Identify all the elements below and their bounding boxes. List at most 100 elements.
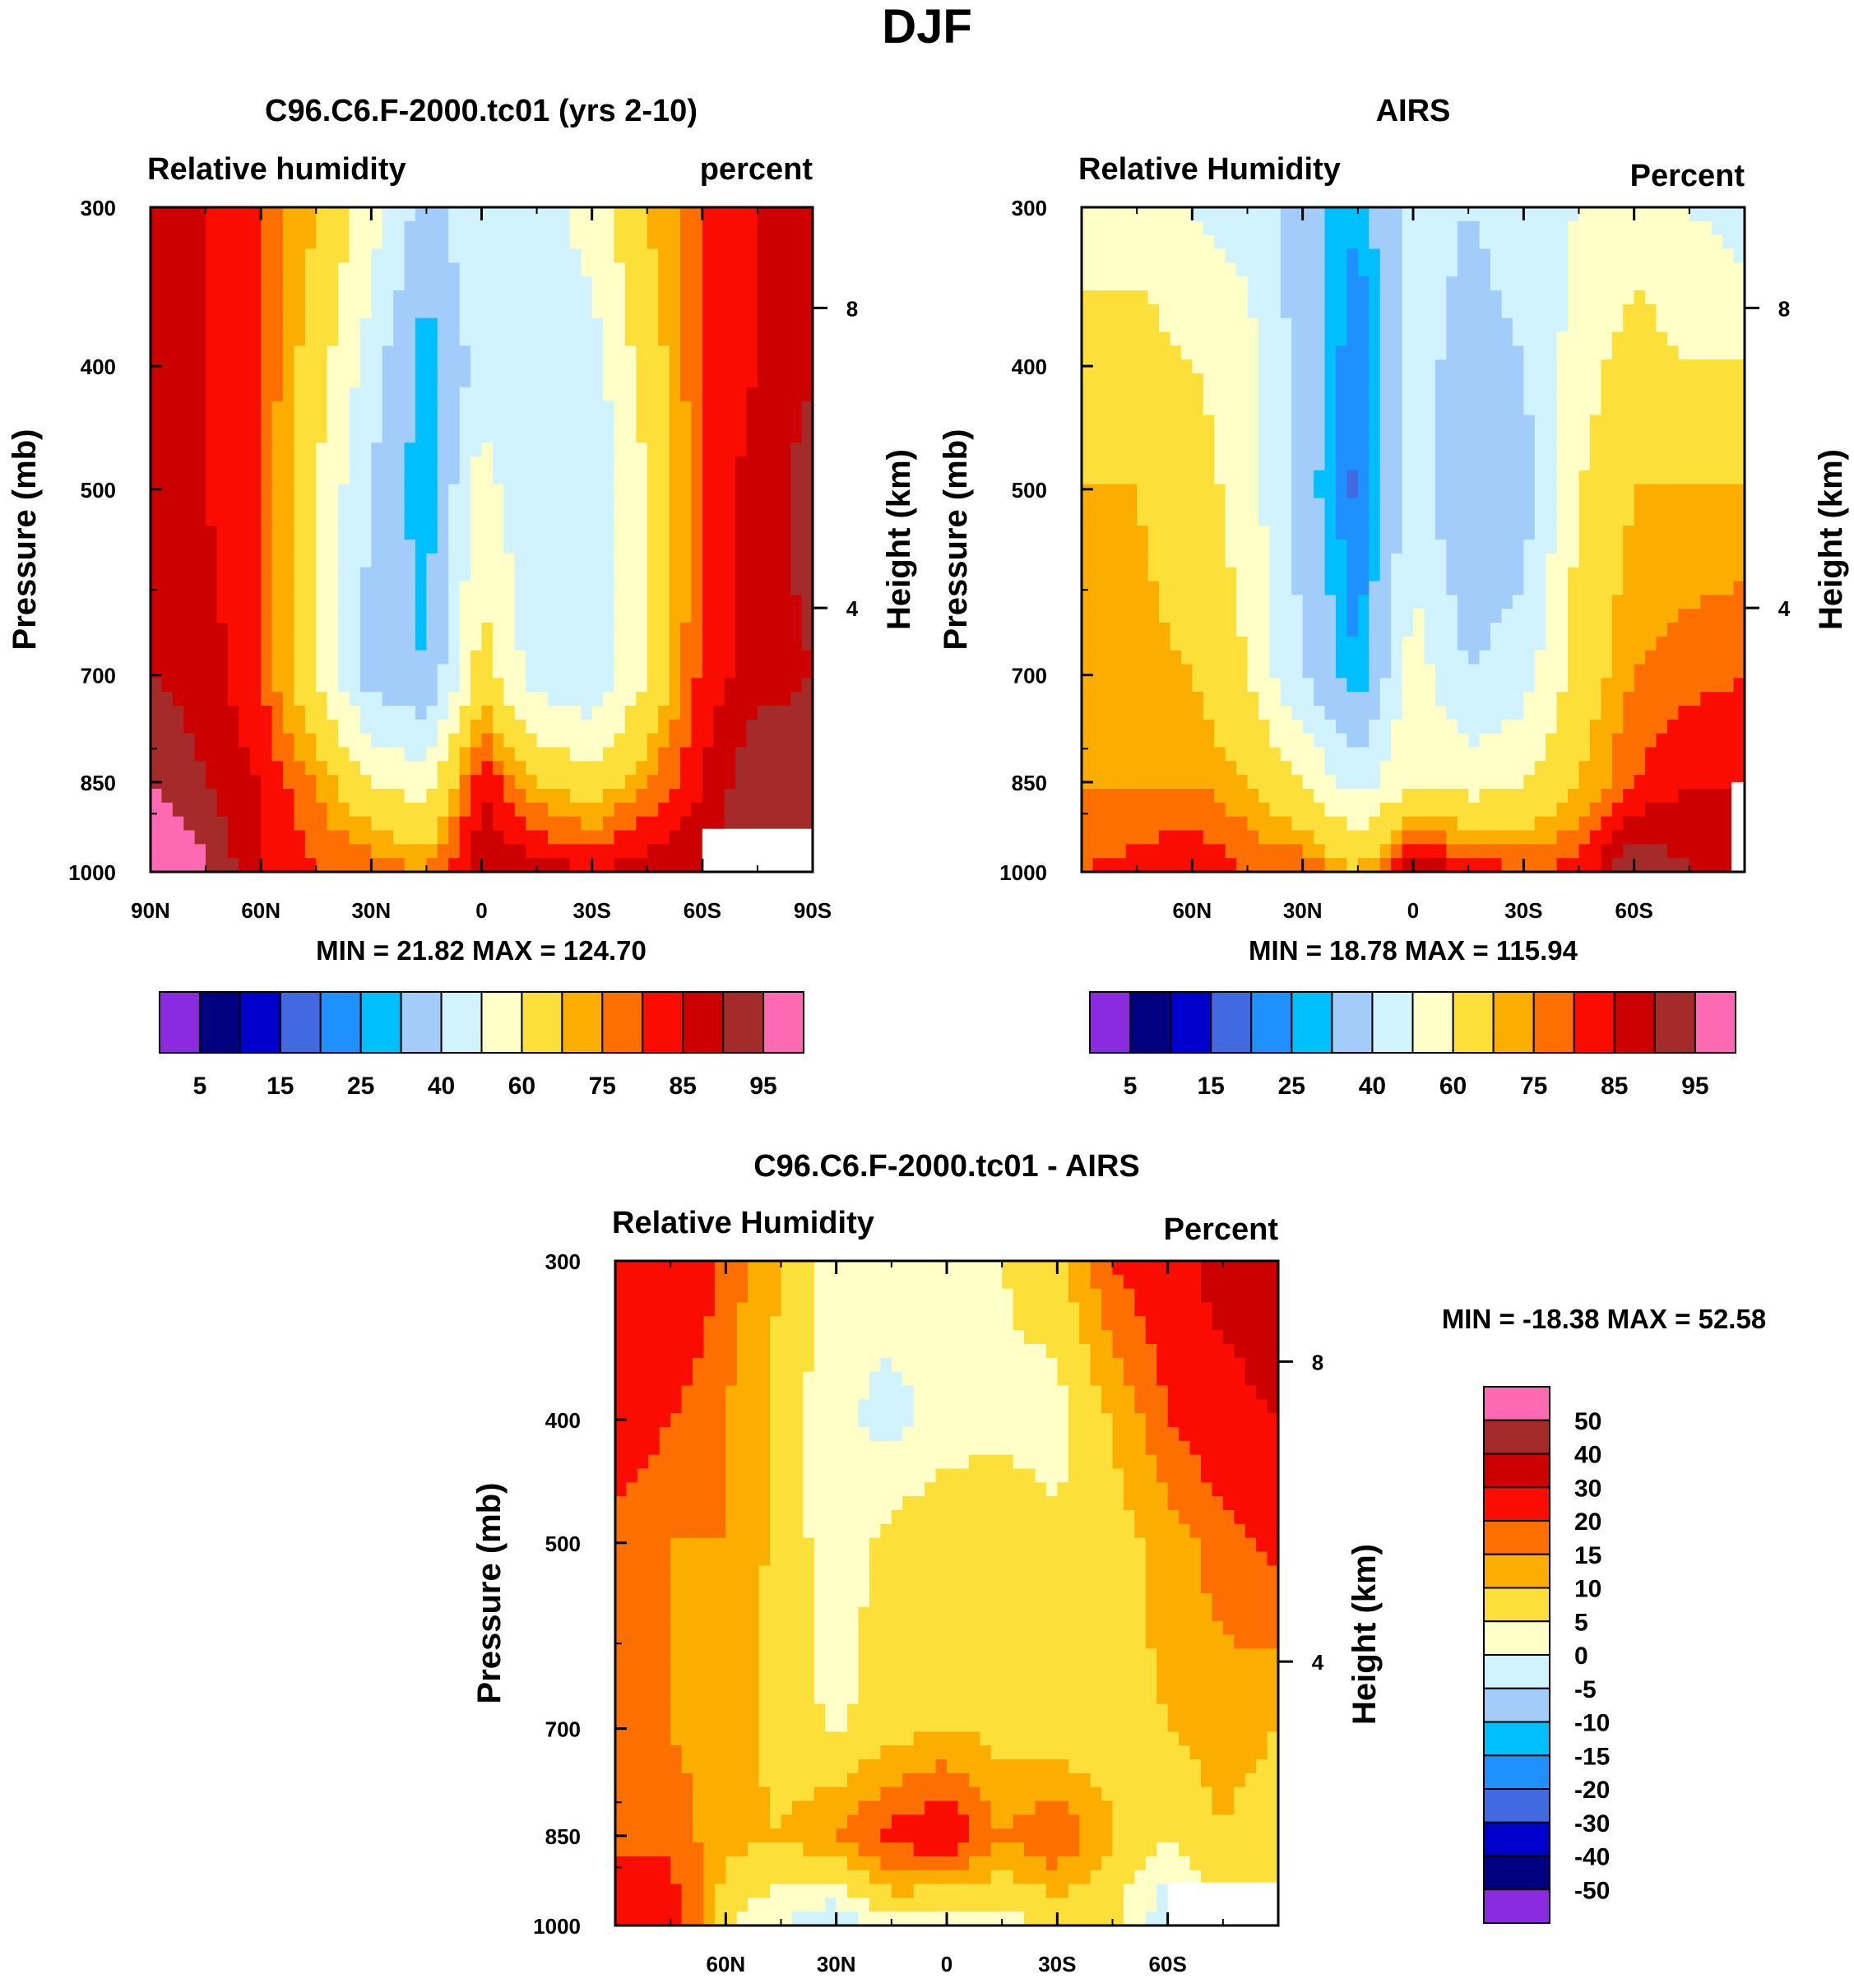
heatmap-cell: [746, 789, 758, 804]
heatmap-cell: [227, 623, 239, 637]
heatmap-cell: [1523, 498, 1536, 512]
heatmap-cell: [194, 733, 206, 748]
heatmap-cell: [349, 304, 361, 319]
heatmap-cell: [161, 664, 174, 679]
heatmap-cell: [503, 234, 516, 250]
heatmap-cell: [283, 553, 295, 568]
heatmap-cell: [1623, 553, 1635, 568]
heatmap-cell: [1115, 664, 1127, 679]
heatmap-cell: [481, 484, 494, 499]
heatmap-cell: [161, 706, 174, 721]
heatmap-cell: [1589, 345, 1601, 360]
heatmap-cell: [624, 248, 637, 263]
heatmap-cell: [393, 775, 406, 790]
heatmap-cell: [1623, 540, 1635, 554]
heatmap-cell: [1700, 373, 1713, 388]
heatmap-cell: [790, 470, 803, 485]
heatmap-cell: [1501, 636, 1513, 651]
heatmap-cell: [283, 595, 295, 609]
heatmap-cell: [206, 858, 218, 873]
heatmap-cell: [1335, 415, 1347, 429]
heatmap-cell: [1170, 234, 1182, 250]
heatmap-cell: [1203, 470, 1215, 485]
heatmap-cell: [426, 234, 438, 250]
heatmap-cell: [724, 498, 736, 512]
heatmap-cell: [1601, 636, 1613, 651]
colorbar-swatch: [722, 991, 765, 1054]
heatmap-cell: [1424, 609, 1436, 623]
heatmap-cell: [172, 248, 184, 263]
heatmap-cell: [470, 429, 483, 443]
heatmap-cell: [249, 553, 262, 568]
heatmap-cell: [404, 609, 416, 623]
heatmap-cell: [591, 844, 604, 859]
heatmap-cell: [271, 373, 284, 388]
heatmap-cell: [1611, 373, 1624, 388]
heatmap-cell: [1546, 415, 1558, 429]
heatmap-cell: [1115, 359, 1127, 374]
heatmap-cell: [790, 262, 803, 277]
heatmap-cell: [338, 623, 350, 637]
heatmap-cell: [591, 581, 604, 595]
heatmap-cell: [448, 470, 461, 485]
heatmap-cell: [1446, 248, 1458, 263]
heatmap-cell: [227, 401, 239, 416]
colorbar-label: 85: [670, 1073, 697, 1100]
heatmap-cell: [481, 248, 494, 263]
heatmap-cell: [183, 470, 196, 485]
heatmap-cell: [271, 719, 284, 734]
heatmap-cell: [1523, 290, 1536, 305]
heatmap-cell: [239, 526, 251, 540]
heatmap-cell: [349, 595, 361, 609]
heatmap-cell: [1391, 595, 1403, 609]
heatmap-cell: [239, 678, 251, 693]
heatmap-cell: [1247, 248, 1259, 263]
heatmap-cell: [1634, 387, 1646, 402]
heatmap-cell: [1534, 636, 1546, 651]
heatmap-cell: [1170, 207, 1182, 222]
heatmap-cell: [437, 858, 449, 873]
heatmap-cell: [327, 553, 339, 568]
heatmap-cell: [1457, 664, 1469, 679]
heatmap-cell: [1180, 207, 1193, 222]
heatmap-cell: [1269, 359, 1282, 374]
heatmap-cell: [338, 248, 350, 263]
heatmap-cell: [591, 678, 604, 693]
heatmap-cell: [514, 220, 526, 236]
heatmap-cell: [559, 775, 571, 790]
heatmap-cell: [338, 540, 350, 554]
heatmap-cell: [746, 456, 758, 471]
heatmap-cell: [371, 761, 383, 776]
heatmap-cell: [183, 830, 196, 845]
heatmap-cell: [1203, 373, 1215, 388]
heatmap-cell: [1634, 207, 1646, 222]
heatmap-cell: [503, 816, 516, 832]
heatmap-cell: [526, 304, 538, 319]
heatmap-cell: [206, 498, 218, 512]
heatmap-cell: [1645, 484, 1657, 499]
heatmap-cell: [591, 456, 604, 471]
heatmap-cell: [548, 595, 560, 609]
y-tick-label: 850: [81, 771, 116, 795]
heatmap-cell: [1335, 498, 1347, 512]
heatmap-cell: [338, 678, 350, 693]
heatmap-cell: [1170, 456, 1182, 471]
heatmap-cell: [735, 512, 748, 526]
heatmap-cell: [216, 706, 229, 721]
heatmap-cell: [1159, 387, 1171, 402]
heatmap-cell: [316, 789, 328, 804]
heatmap-cell: [172, 747, 184, 762]
heatmap-cell: [437, 540, 449, 554]
heatmap-cell: [1424, 456, 1436, 471]
heatmap-cell: [1269, 387, 1282, 402]
heatmap-cell: [1512, 650, 1524, 665]
heatmap-cell: [1666, 470, 1679, 485]
heatmap-cell: [614, 747, 626, 762]
heatmap-cell: [316, 401, 328, 416]
heatmap-cell: [481, 359, 494, 374]
heatmap-cell: [724, 719, 736, 734]
heatmap-cell: [1546, 401, 1558, 416]
heatmap-cell: [216, 844, 229, 859]
heatmap-cell: [1335, 609, 1347, 623]
heatmap-cell: [658, 540, 670, 554]
